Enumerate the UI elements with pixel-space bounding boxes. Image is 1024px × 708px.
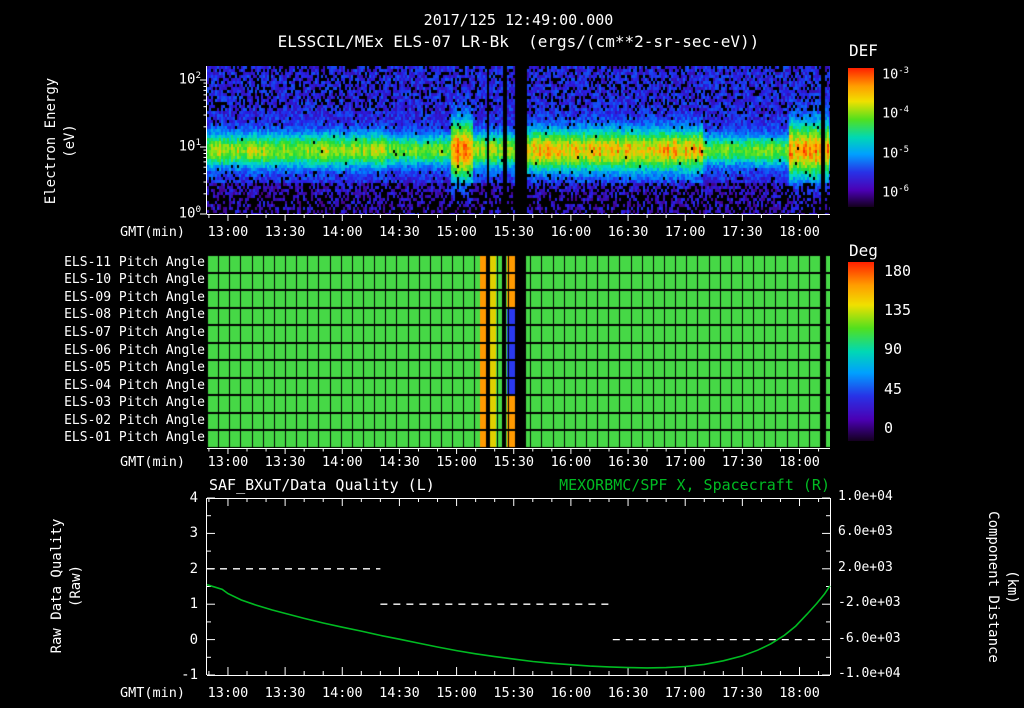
distance-y-tick-label: -2.0e+03: [838, 595, 901, 611]
spectrogram-x-tick-label: 14:30: [379, 224, 420, 240]
deg-colorbar-tick-label: 135: [884, 301, 912, 320]
quality-x-tick-label: 18:00: [779, 685, 820, 701]
quality-x-tick-label: 14:30: [379, 685, 420, 701]
pitch-x-tick-label: 13:30: [264, 454, 306, 470]
pitch-x-tick-label: 15:00: [436, 454, 477, 470]
pitch-x-tick-label: 18:00: [779, 454, 820, 470]
distance-y-tick-label: 6.0e+03: [838, 524, 893, 540]
spectrogram-y-axis-label: Electron Energy: [43, 77, 59, 205]
distance-y-tick-label: 2.0e+03: [838, 559, 893, 575]
electron-energy-spectrogram: [207, 66, 830, 214]
quality-y-tick-label: 4: [189, 490, 198, 506]
quality-y-tick-label: 1: [189, 596, 198, 613]
plot-title: ELSSCIL/MEx ELS-07 LR-Bk: [277, 32, 509, 51]
spectrogram-x-tick-label: 17:00: [664, 224, 706, 240]
distance-y-axis-label: Component Distance: [985, 511, 1001, 663]
plot-units: (ergs/(cm**2-sr-sec-eV)): [528, 32, 760, 51]
spectrogram-x-tick-label: 15:00: [436, 224, 477, 240]
pitch-x-axis-label: GMT(min): [119, 454, 185, 470]
quality-x-tick-label: 13:00: [207, 685, 249, 701]
spectrogram-y-tick-label: 100: [178, 204, 201, 222]
quality-x-tick-label: 15:30: [493, 685, 535, 701]
quality-y-tick-label: 0: [189, 631, 198, 648]
quality-x-tick-label: 17:30: [722, 685, 763, 701]
deg-colorbar-tick-label: 180: [884, 262, 912, 280]
quality-x-axis-label: GMT(min): [119, 685, 185, 701]
spectrogram-x-tick-label: 17:30: [722, 224, 763, 240]
pitch-x-tick-label: 14:00: [321, 454, 363, 470]
deg-colorbar-tick-label: 90: [884, 340, 903, 359]
pitch-row-label: ELS-04 Pitch Angle: [64, 377, 205, 393]
quality-y-axis-units: (Raw): [68, 564, 84, 608]
spectrogram-x-axis-label: GMT(min): [119, 224, 185, 240]
def-colorbar-tick-label: 10-3: [882, 66, 909, 83]
pitch-row-label: ELS-05 Pitch Angle: [64, 360, 205, 376]
quality-y-tick-label: -1: [181, 667, 198, 683]
quality-x-tick-label: 16:00: [550, 685, 592, 701]
pitch-row-label: ELS-11 Pitch Angle: [64, 254, 205, 270]
quality-x-tick-label: 17:00: [664, 685, 706, 701]
distance-y-tick-label: 1.0e+04: [838, 489, 893, 504]
pitch-row-label: ELS-07 Pitch Angle: [64, 324, 205, 340]
quality-x-tick-label: 13:30: [264, 685, 306, 701]
pitch-x-tick-label: 13:00: [207, 454, 249, 470]
spectrogram-y-tick-label: 102: [178, 70, 201, 88]
quality-x-tick-label: 16:30: [607, 685, 649, 701]
def-colorbar-label: DEF: [849, 41, 878, 60]
quality-y-tick-label: 2: [189, 560, 198, 577]
pitch-x-tick-label: 16:30: [607, 454, 649, 470]
pitch-row-label: ELS-02 Pitch Angle: [64, 412, 205, 428]
deg-colorbar-label: Deg: [849, 241, 878, 260]
pitch-row-label: ELS-03 Pitch Angle: [64, 395, 205, 411]
pitch-row-label: ELS-10 Pitch Angle: [64, 272, 205, 288]
spectrogram-x-tick-label: 13:00: [207, 224, 249, 240]
spectrogram-x-tick-label: 14:00: [321, 224, 363, 240]
spectrogram-x-tick-label: 16:00: [550, 224, 592, 240]
pitch-row-label: ELS-09 Pitch Angle: [64, 289, 205, 305]
spectrogram-x-tick-label: 16:30: [607, 224, 649, 240]
def-colorbar-tick-label: 10-4: [882, 105, 909, 122]
distance-y-axis-units: (km): [1004, 570, 1020, 604]
distance-y-tick-label: -1.0e+04: [838, 666, 901, 681]
pitch-x-tick-label: 14:30: [379, 454, 420, 470]
quality-series-title: SAF_BXuT/Data Quality (L): [209, 476, 435, 494]
timestamp: 2017/125 12:49:00.000: [423, 11, 614, 29]
quality-y-axis-label: Raw Data Quality: [49, 518, 65, 654]
pitch-x-tick-label: 16:00: [550, 454, 592, 470]
def-colorbar-tick-label: 10-6: [882, 183, 909, 201]
quality-y-tick-label: 3: [189, 525, 198, 542]
spectrogram-y-tick-label: 101: [178, 137, 201, 155]
def-colorbar: [848, 68, 874, 207]
spectrogram-x-tick-label: 15:30: [493, 224, 535, 240]
deg-colorbar-tick-label: 0: [884, 418, 894, 437]
deg-colorbar-tick-label: 45: [884, 379, 903, 398]
pitch-x-tick-label: 15:30: [493, 454, 535, 470]
pitch-angle-heatmap: [207, 255, 830, 448]
pitch-row-label: ELS-08 Pitch Angle: [64, 307, 205, 323]
pitch-x-tick-label: 17:30: [722, 454, 763, 470]
deg-colorbar: [848, 262, 874, 441]
spectrogram-x-tick-label: 18:00: [779, 224, 820, 240]
pitch-row-label: ELS-06 Pitch Angle: [64, 342, 205, 358]
spacecraft-series-title: MEXORBMC/SPF X, Spacecraft (R): [559, 476, 830, 494]
header-spacer: [509, 32, 528, 51]
quality-x-tick-label: 14:00: [321, 685, 363, 701]
pitch-x-tick-label: 17:00: [664, 454, 706, 470]
def-colorbar-tick-label: 10-5: [882, 144, 909, 162]
spectrogram-y-axis-units: (eV): [62, 124, 78, 158]
pitch-row-label: ELS-01 Pitch Angle: [64, 430, 205, 446]
plot-header: ELSSCIL/MEx ELS-07 LR-Bk (ergs/(cm**2-sr…: [0, 32, 1024, 51]
distance-y-tick-label: -6.0e+03: [838, 630, 901, 646]
spectrogram-x-tick-label: 13:30: [264, 224, 306, 240]
quality-x-tick-label: 15:00: [436, 685, 477, 701]
